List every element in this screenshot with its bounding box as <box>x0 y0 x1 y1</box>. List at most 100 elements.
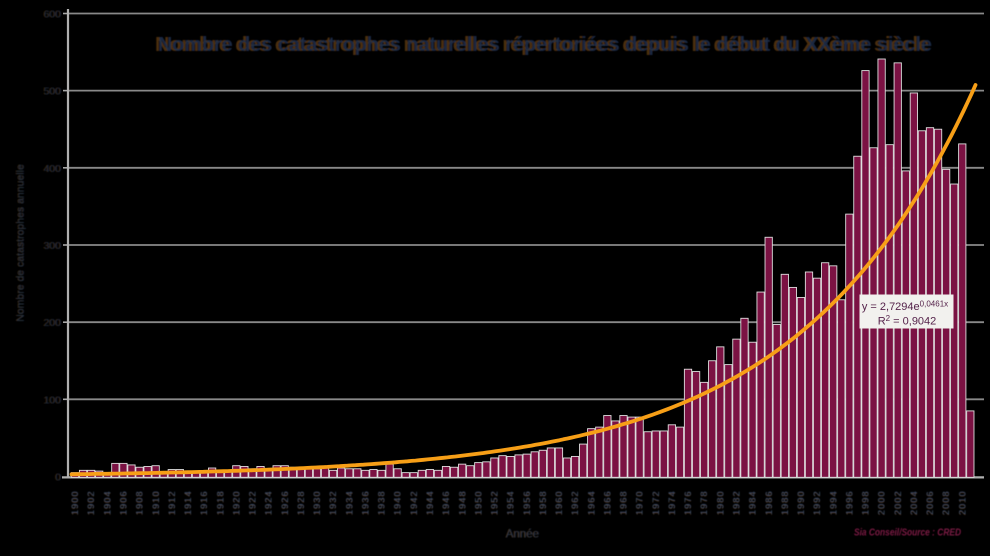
svg-text:1982: 1982 <box>732 490 742 515</box>
svg-text:Nombre des catastrophes nature: Nombre des catastrophes naturelles réper… <box>158 34 932 56</box>
svg-text:1986: 1986 <box>764 491 774 516</box>
svg-text:1976: 1976 <box>683 491 693 516</box>
svg-text:1956: 1956 <box>522 490 532 515</box>
svg-text:2004: 2004 <box>909 490 919 515</box>
svg-text:1966: 1966 <box>603 490 613 515</box>
svg-text:600: 600 <box>44 9 62 21</box>
svg-text:1992: 1992 <box>812 491 822 516</box>
svg-text:1964: 1964 <box>586 490 596 515</box>
svg-text:1920: 1920 <box>231 491 241 516</box>
svg-text:1974: 1974 <box>667 490 677 515</box>
svg-text:1970: 1970 <box>635 490 645 515</box>
svg-text:1900: 1900 <box>70 491 80 516</box>
svg-text:1984: 1984 <box>748 491 758 516</box>
svg-text:1984: 1984 <box>748 490 758 515</box>
svg-text:R2 = 0,9042: R2 = 0,9042 <box>878 314 937 328</box>
svg-text:1950: 1950 <box>473 491 483 516</box>
svg-text:1948: 1948 <box>457 490 467 515</box>
svg-text:1994: 1994 <box>828 491 838 516</box>
svg-text:1994: 1994 <box>828 490 838 515</box>
svg-text:1970: 1970 <box>635 491 645 516</box>
svg-text:1950: 1950 <box>473 490 483 515</box>
svg-text:1956: 1956 <box>522 491 532 516</box>
svg-text:1942: 1942 <box>409 491 419 516</box>
svg-text:1940: 1940 <box>393 491 403 516</box>
svg-text:1904: 1904 <box>102 491 112 516</box>
svg-text:1990: 1990 <box>796 491 806 516</box>
svg-text:Année: Année <box>506 529 539 541</box>
svg-text:400: 400 <box>44 163 62 175</box>
svg-text:1976: 1976 <box>683 490 693 515</box>
svg-text:1902: 1902 <box>86 490 96 515</box>
svg-text:1930: 1930 <box>312 491 322 516</box>
svg-text:400: 400 <box>43 163 61 175</box>
svg-text:2002: 2002 <box>893 490 903 515</box>
svg-text:Année: Année <box>505 529 538 541</box>
svg-text:1946: 1946 <box>441 490 451 515</box>
svg-text:0: 0 <box>56 472 62 484</box>
svg-text:1998: 1998 <box>861 491 871 516</box>
svg-text:1936: 1936 <box>361 491 371 516</box>
svg-text:1920: 1920 <box>231 490 241 515</box>
svg-text:1948: 1948 <box>457 491 467 516</box>
svg-text:2004: 2004 <box>909 491 919 516</box>
svg-text:2000: 2000 <box>877 490 887 515</box>
svg-text:1980: 1980 <box>715 491 725 516</box>
svg-text:1938: 1938 <box>377 490 387 515</box>
svg-text:1972: 1972 <box>651 490 661 515</box>
svg-text:1906: 1906 <box>119 490 129 515</box>
svg-text:1908: 1908 <box>135 491 145 516</box>
svg-text:1926: 1926 <box>280 491 290 516</box>
svg-text:2010: 2010 <box>957 490 967 515</box>
svg-text:1932: 1932 <box>328 490 338 515</box>
svg-text:1918: 1918 <box>215 490 225 515</box>
svg-text:1922: 1922 <box>248 491 258 516</box>
svg-text:1912: 1912 <box>167 491 177 516</box>
svg-text:1960: 1960 <box>554 491 564 516</box>
svg-text:2006: 2006 <box>925 490 935 515</box>
svg-text:1914: 1914 <box>183 490 193 515</box>
svg-text:300: 300 <box>43 240 61 252</box>
svg-text:1910: 1910 <box>151 491 161 516</box>
svg-text:1926: 1926 <box>280 490 290 515</box>
svg-text:2006: 2006 <box>925 491 935 516</box>
svg-text:1928: 1928 <box>296 490 306 515</box>
svg-text:1934: 1934 <box>344 491 354 516</box>
svg-text:1978: 1978 <box>699 490 709 515</box>
svg-text:1966: 1966 <box>603 491 613 516</box>
svg-text:1978: 1978 <box>699 491 709 516</box>
svg-text:1988: 1988 <box>780 491 790 516</box>
svg-text:1912: 1912 <box>167 490 177 515</box>
svg-text:1934: 1934 <box>344 490 354 515</box>
svg-text:1940: 1940 <box>393 490 403 515</box>
svg-text:1986: 1986 <box>764 490 774 515</box>
svg-text:1924: 1924 <box>264 491 274 516</box>
svg-text:1954: 1954 <box>506 491 516 516</box>
svg-text:1988: 1988 <box>780 490 790 515</box>
svg-text:1946: 1946 <box>441 491 451 516</box>
svg-text:Sia Conseil/Source : CRED: Sia Conseil/Source : CRED <box>854 526 961 538</box>
svg-text:1964: 1964 <box>586 491 596 516</box>
svg-text:1900: 1900 <box>70 490 80 515</box>
svg-text:1958: 1958 <box>538 491 548 516</box>
svg-text:1998: 1998 <box>861 490 871 515</box>
svg-text:2010: 2010 <box>957 491 967 516</box>
svg-text:Nombre de catastrophes annuell: Nombre de catastrophes annuelle <box>14 164 26 322</box>
svg-text:1928: 1928 <box>296 491 306 516</box>
svg-text:600: 600 <box>43 9 61 21</box>
svg-text:0: 0 <box>55 472 61 484</box>
svg-text:1962: 1962 <box>570 491 580 516</box>
svg-text:1990: 1990 <box>796 490 806 515</box>
svg-text:1922: 1922 <box>248 490 258 515</box>
svg-text:100: 100 <box>43 394 61 406</box>
svg-text:2000: 2000 <box>877 491 887 516</box>
svg-text:Nombre de catastrophes annuell: Nombre de catastrophes annuelle <box>15 164 27 322</box>
svg-text:1904: 1904 <box>102 490 112 515</box>
svg-text:1914: 1914 <box>183 491 193 516</box>
svg-text:1958: 1958 <box>538 490 548 515</box>
svg-text:200: 200 <box>44 317 62 329</box>
svg-text:1974: 1974 <box>667 491 677 516</box>
svg-text:1932: 1932 <box>328 491 338 516</box>
svg-text:1916: 1916 <box>199 491 209 516</box>
svg-text:2008: 2008 <box>941 490 951 515</box>
